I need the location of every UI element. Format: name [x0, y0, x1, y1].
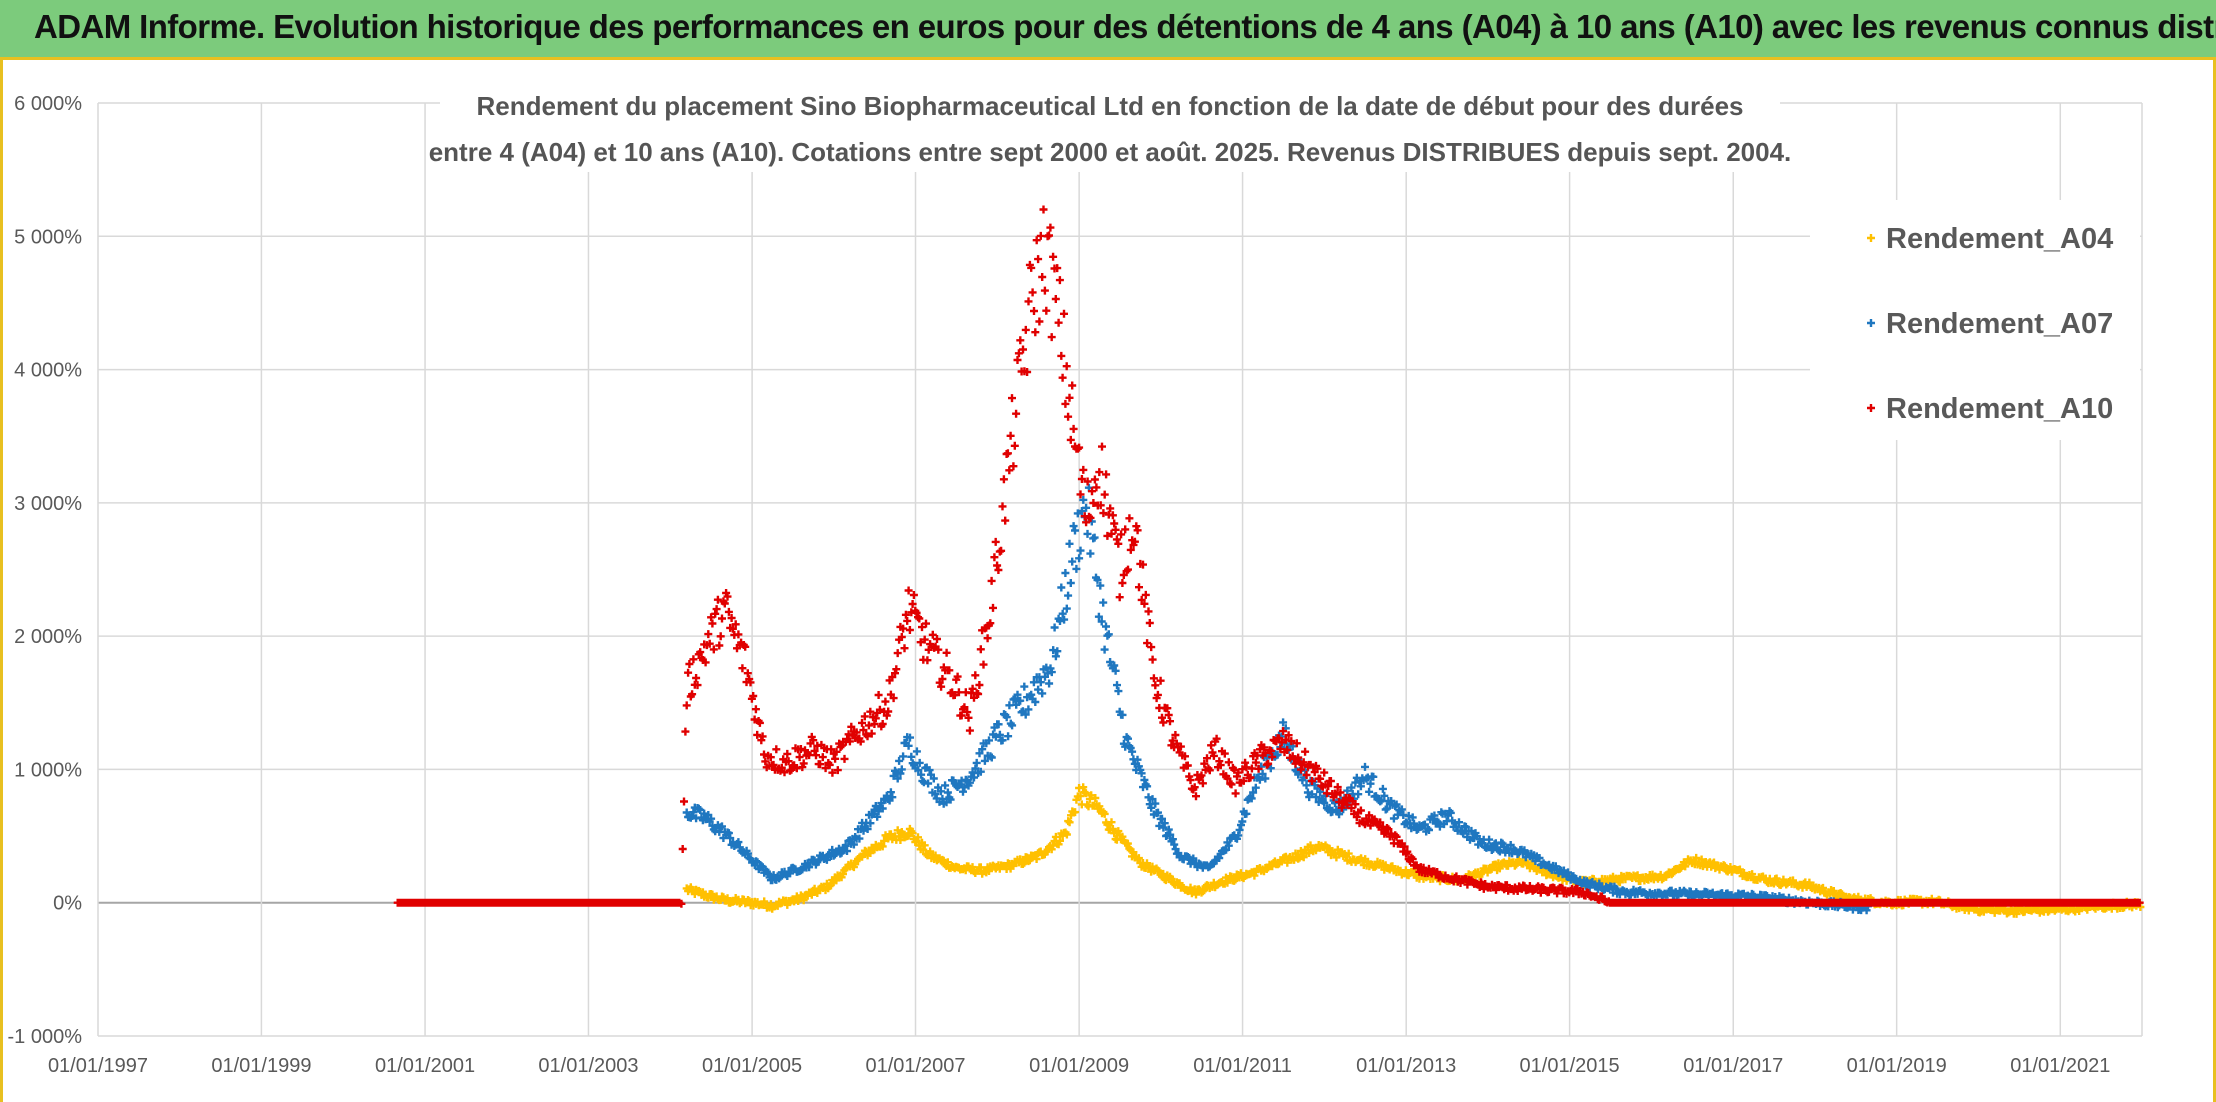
y-tick-label: 5 000%: [14, 226, 82, 248]
x-tick-label: 01/01/2001: [375, 1055, 475, 1077]
report-banner: ADAM Informe. Evolution historique des p…: [0, 0, 2216, 60]
x-tick-label: 01/01/2017: [1683, 1055, 1783, 1077]
legend-marker: [1867, 319, 1875, 327]
legend-label: Rendement_A07: [1886, 308, 2113, 340]
chart-title-line-1: Rendement du placement Sino Biopharmaceu…: [477, 91, 1744, 121]
x-tick-label: 01/01/2015: [1520, 1055, 1620, 1077]
legend: Rendement_A04 Rendement_A07 Rendement_A10: [1810, 200, 2140, 440]
x-tick-label: 01/01/2003: [538, 1055, 638, 1077]
y-tick-label: 4 000%: [14, 360, 82, 382]
report-title: ADAM Informe. Evolution historique des p…: [34, 8, 2216, 45]
y-tick-label: 0%: [53, 893, 82, 915]
series-rendement_a04: [682, 783, 2145, 918]
series-markers-rendement_a10: [393, 205, 2144, 908]
y-tick-label: 3 000%: [14, 493, 82, 515]
legend-box: [1810, 200, 2140, 440]
x-tick-label: 01/01/1997: [48, 1055, 148, 1077]
series-markers-rendement_a04: [682, 783, 2145, 918]
y-tick-label: 1 000%: [14, 759, 82, 781]
x-tick-label: 01/01/2013: [1356, 1055, 1456, 1077]
chart-title-background: [440, 80, 1780, 172]
x-axis-ticks: 01/01/1997 01/01/1999 01/01/2001 01/01/2003…: [48, 1055, 2110, 1077]
legend-label: Rendement_A10: [1886, 393, 2113, 425]
legend-label: Rendement_A04: [1886, 223, 2113, 255]
y-tick-label: -1 000%: [8, 1026, 83, 1048]
chart-title-bg: [440, 80, 1780, 172]
chart-frame: [0, 60, 2216, 1102]
chart-title-line-2: entre 4 (A04) et 10 ans (A10). Cotations…: [429, 137, 1792, 167]
legend-marker: [1867, 234, 1875, 242]
legend-marker: [1867, 404, 1875, 412]
y-axis-ticks: -1 000% 0% 1 000% 2 000% 3 000% 4 000% 5 000% 6…: [8, 93, 83, 1048]
series-rendement_a10: [393, 205, 2144, 908]
x-tick-label: 01/01/1999: [211, 1055, 311, 1077]
x-tick-label: 01/01/2011: [1193, 1055, 1292, 1077]
y-tick-label: 2 000%: [14, 626, 82, 648]
x-tick-label: 01/01/2019: [1847, 1055, 1947, 1077]
x-tick-label: 01/01/2021: [2010, 1055, 2110, 1077]
x-tick-label: 01/01/2007: [865, 1055, 965, 1077]
x-tick-label: 01/01/2009: [1029, 1055, 1129, 1077]
x-tick-label: 01/01/2005: [702, 1055, 802, 1077]
y-tick-label: 6 000%: [14, 93, 82, 115]
data-marks: [393, 205, 2145, 918]
